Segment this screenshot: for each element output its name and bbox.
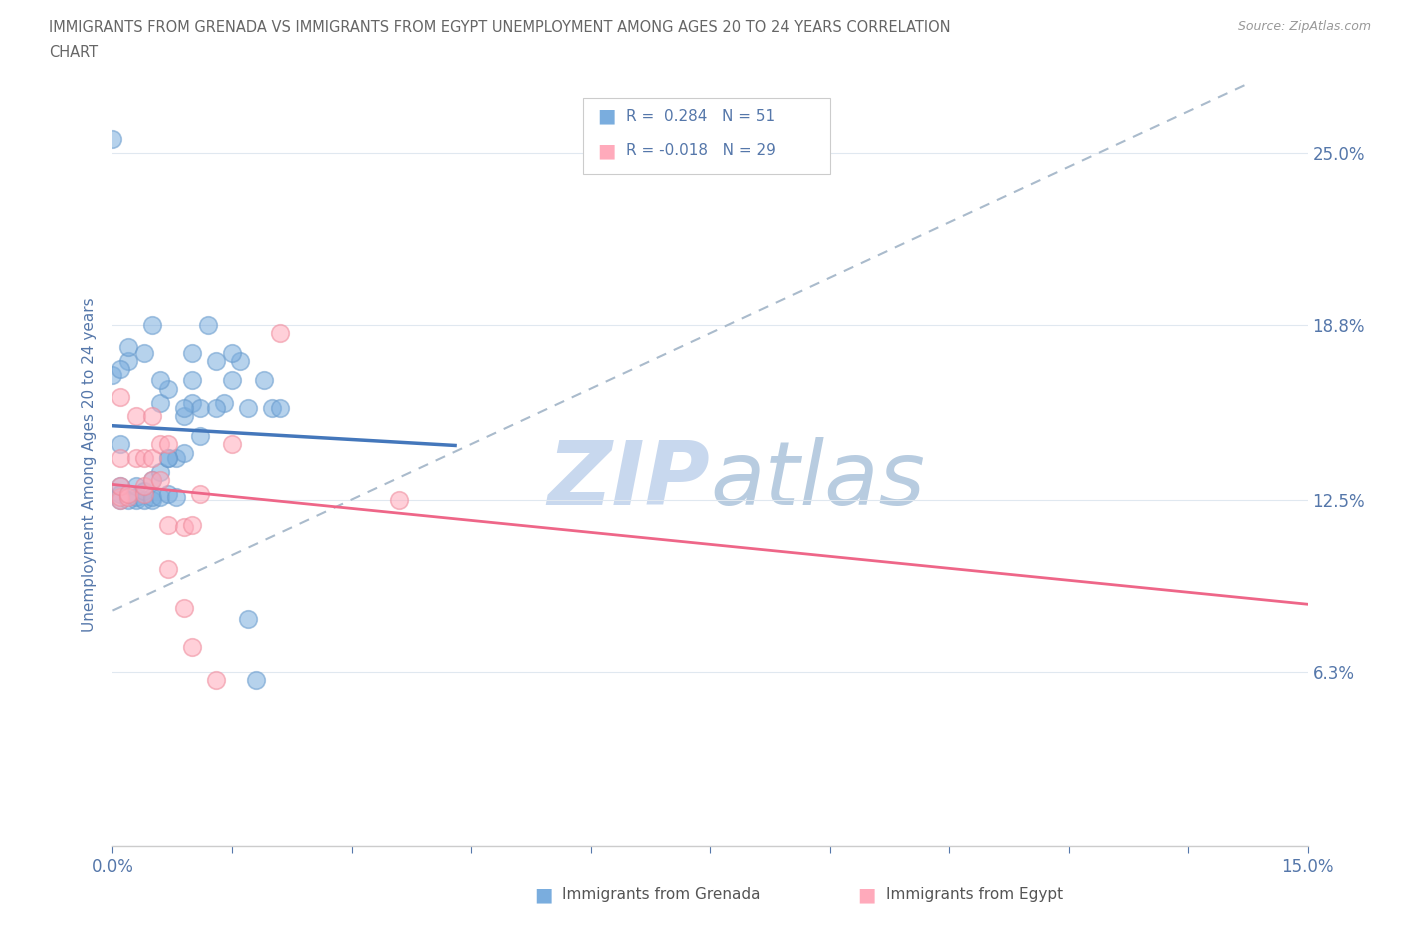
Point — [173, 445, 195, 460]
Point — [236, 611, 259, 626]
Text: ZIP: ZIP — [547, 437, 710, 524]
Point — [181, 639, 204, 654]
Point — [125, 409, 148, 424]
Point — [110, 486, 132, 501]
Point — [134, 478, 156, 493]
Point — [157, 451, 180, 466]
Point — [117, 486, 139, 501]
Point — [134, 484, 156, 498]
Point — [229, 353, 252, 368]
Point — [157, 486, 180, 501]
Point — [149, 437, 172, 452]
Point — [173, 601, 195, 616]
Point — [165, 489, 187, 504]
Point — [205, 672, 228, 687]
Point — [149, 464, 172, 479]
Point — [101, 367, 124, 382]
Point — [188, 486, 211, 501]
Point — [188, 401, 211, 416]
Point — [110, 478, 132, 493]
Point — [117, 353, 139, 368]
Point — [149, 395, 172, 410]
Point — [141, 451, 163, 466]
Point — [101, 132, 124, 147]
Point — [157, 381, 180, 396]
Point — [149, 472, 172, 487]
Point — [245, 672, 267, 687]
Text: Immigrants from Grenada: Immigrants from Grenada — [562, 887, 761, 902]
Y-axis label: Unemployment Among Ages 20 to 24 years: Unemployment Among Ages 20 to 24 years — [82, 298, 97, 632]
Point — [141, 489, 163, 504]
Point — [221, 373, 243, 388]
Point — [388, 492, 411, 507]
Point — [221, 345, 243, 360]
Point — [188, 429, 211, 444]
Point — [157, 562, 180, 577]
Point — [173, 401, 195, 416]
Point — [269, 401, 291, 416]
Point — [141, 317, 163, 332]
Point — [253, 373, 276, 388]
Point — [260, 401, 283, 416]
Point — [134, 451, 156, 466]
Text: R =  0.284   N = 51: R = 0.284 N = 51 — [626, 109, 775, 124]
Point — [149, 373, 172, 388]
Point — [141, 409, 163, 424]
Point — [125, 451, 148, 466]
Point — [141, 472, 163, 487]
Point — [110, 489, 132, 504]
Point — [181, 373, 204, 388]
Point — [165, 451, 187, 466]
Text: atlas: atlas — [710, 437, 925, 524]
Point — [134, 486, 156, 501]
Point — [125, 492, 148, 507]
Point — [110, 492, 132, 507]
Point — [205, 353, 228, 368]
Text: Source: ZipAtlas.com: Source: ZipAtlas.com — [1237, 20, 1371, 33]
Point — [197, 317, 219, 332]
Point — [141, 472, 163, 487]
Point — [125, 489, 148, 504]
Point — [110, 492, 132, 507]
Point — [117, 339, 139, 354]
Point — [117, 489, 139, 504]
Text: ■: ■ — [598, 141, 616, 160]
Point — [157, 517, 180, 532]
Text: R = -0.018   N = 29: R = -0.018 N = 29 — [626, 143, 776, 158]
Text: ■: ■ — [858, 885, 876, 904]
Point — [173, 520, 195, 535]
Point — [157, 451, 180, 466]
Point — [110, 478, 132, 493]
Point — [269, 326, 291, 340]
Point — [110, 451, 132, 466]
Point — [134, 345, 156, 360]
Point — [157, 437, 180, 452]
Text: ■: ■ — [534, 885, 553, 904]
Point — [125, 478, 148, 493]
Point — [181, 345, 204, 360]
Text: ■: ■ — [598, 107, 616, 126]
Text: CHART: CHART — [49, 45, 98, 60]
Point — [110, 362, 132, 377]
Point — [212, 395, 235, 410]
Point — [205, 401, 228, 416]
Point — [221, 437, 243, 452]
Point — [181, 395, 204, 410]
Point — [173, 409, 195, 424]
Point — [141, 492, 163, 507]
Point — [134, 492, 156, 507]
Point — [181, 517, 204, 532]
Point — [149, 489, 172, 504]
Point — [117, 492, 139, 507]
Text: Immigrants from Egypt: Immigrants from Egypt — [886, 887, 1063, 902]
Point — [110, 390, 132, 405]
Text: IMMIGRANTS FROM GRENADA VS IMMIGRANTS FROM EGYPT UNEMPLOYMENT AMONG AGES 20 TO 2: IMMIGRANTS FROM GRENADA VS IMMIGRANTS FR… — [49, 20, 950, 35]
Point — [236, 401, 259, 416]
Point — [110, 437, 132, 452]
